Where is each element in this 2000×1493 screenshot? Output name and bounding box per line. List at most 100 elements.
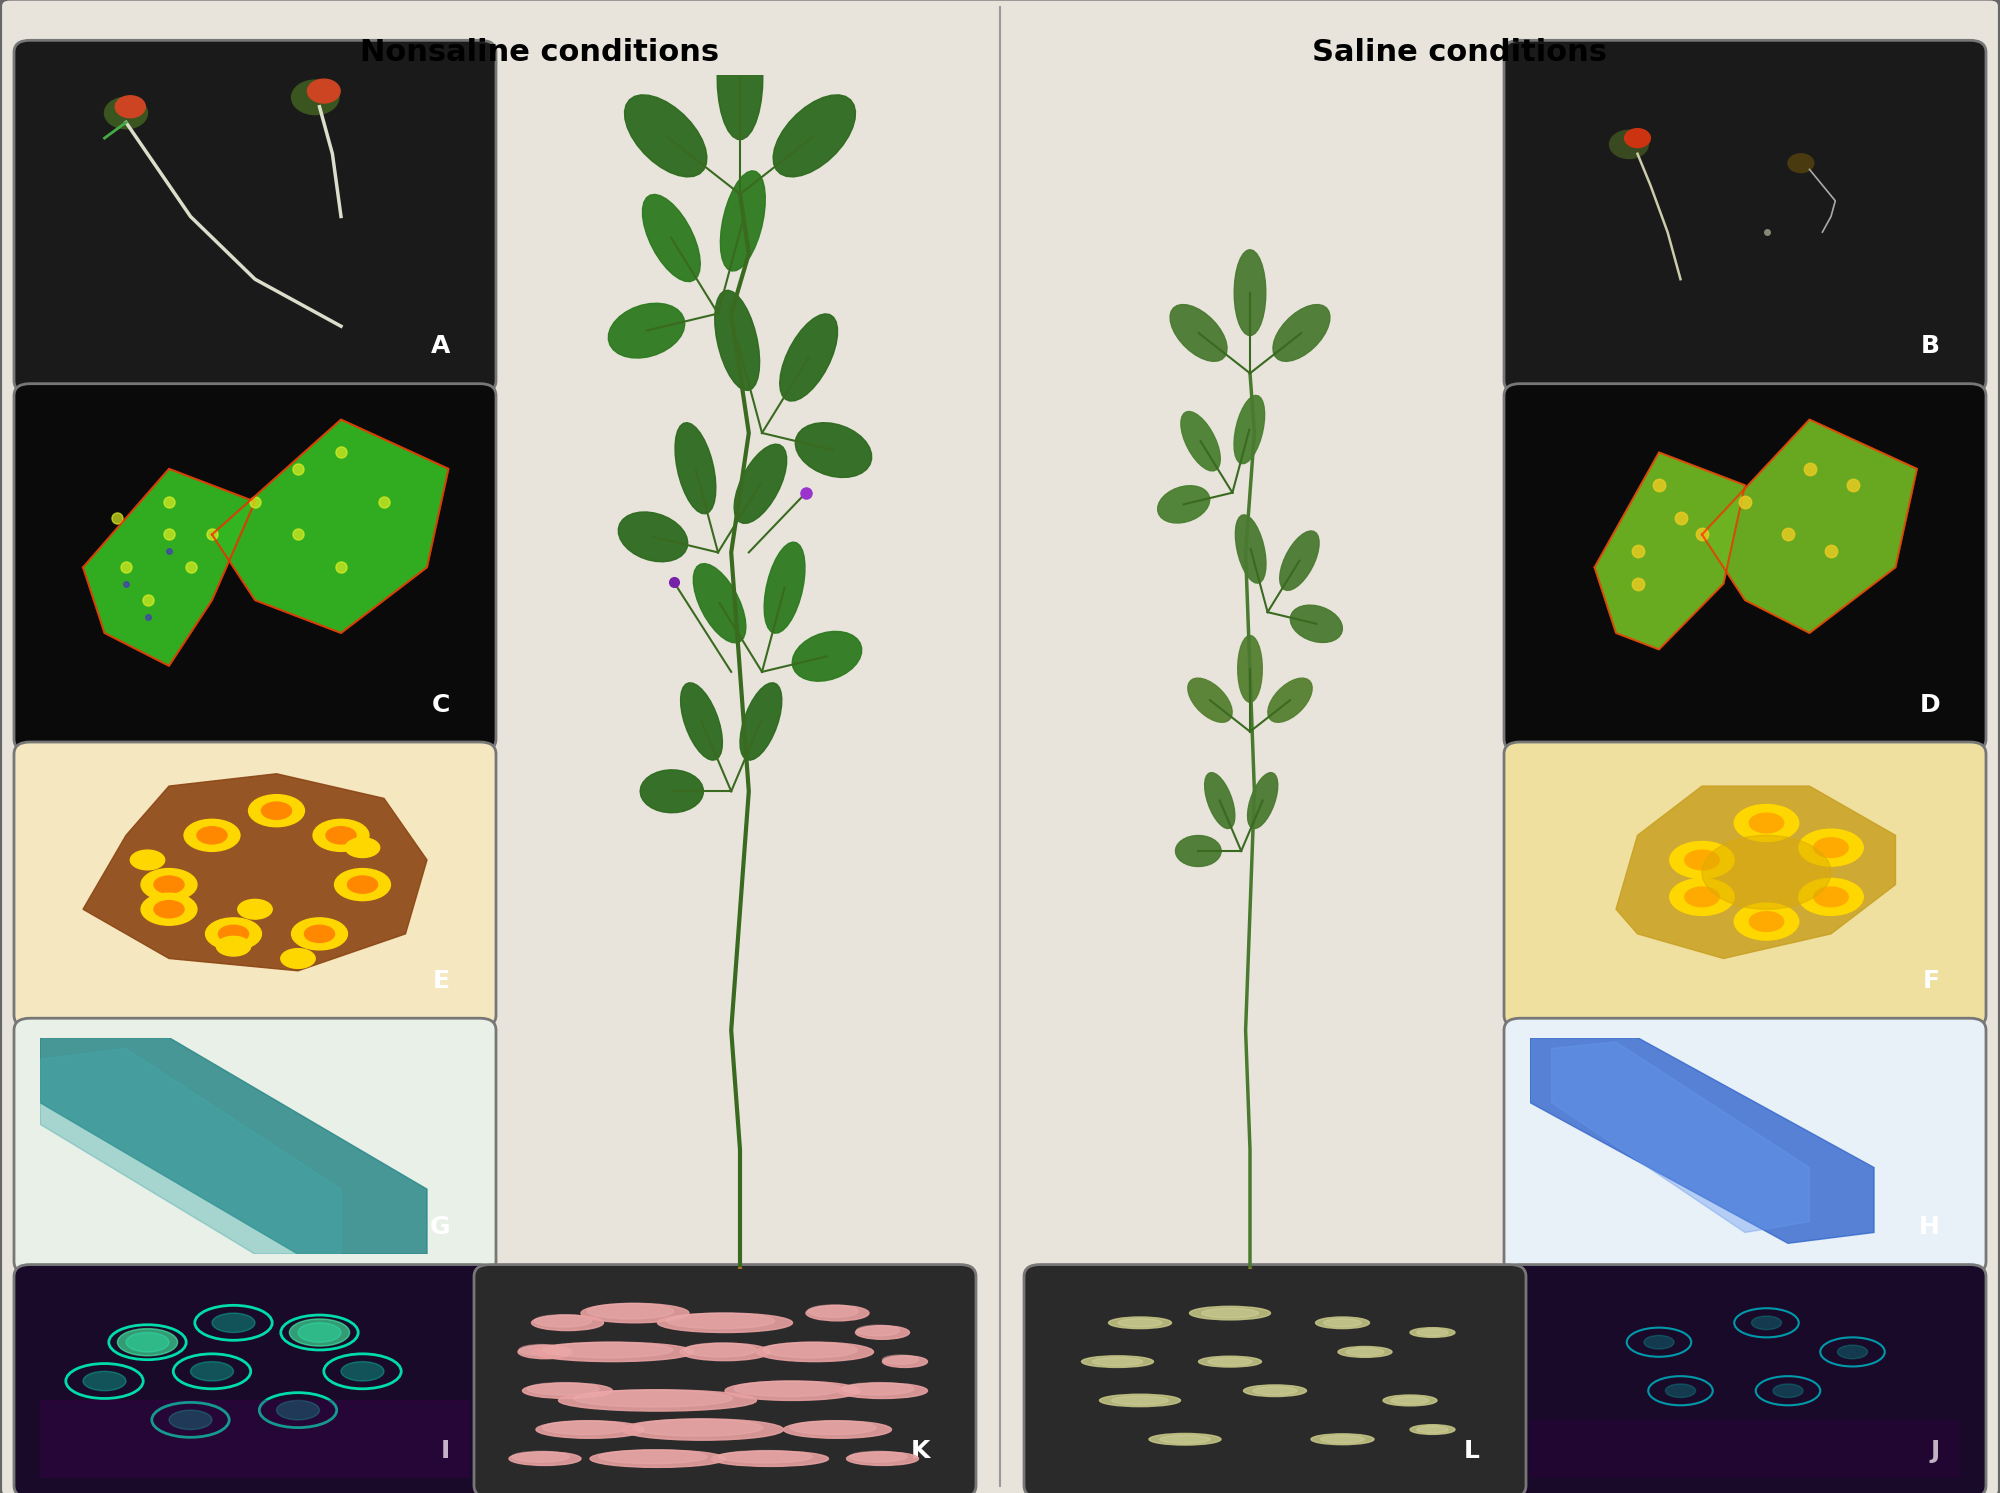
Ellipse shape bbox=[1198, 1356, 1262, 1368]
Polygon shape bbox=[1552, 1042, 1810, 1233]
Ellipse shape bbox=[1190, 1306, 1270, 1320]
Circle shape bbox=[1750, 814, 1784, 833]
Ellipse shape bbox=[1202, 1308, 1258, 1318]
FancyBboxPatch shape bbox=[1504, 40, 1986, 393]
Polygon shape bbox=[40, 1038, 428, 1254]
Circle shape bbox=[126, 1332, 168, 1353]
Circle shape bbox=[116, 96, 146, 118]
Polygon shape bbox=[84, 469, 256, 666]
Ellipse shape bbox=[1160, 1435, 1210, 1444]
FancyBboxPatch shape bbox=[1504, 1265, 1986, 1493]
Circle shape bbox=[1670, 842, 1734, 878]
Polygon shape bbox=[1530, 1038, 1874, 1244]
Ellipse shape bbox=[846, 1451, 918, 1466]
Circle shape bbox=[142, 893, 196, 926]
Circle shape bbox=[1684, 850, 1720, 870]
Polygon shape bbox=[1272, 305, 1330, 361]
Polygon shape bbox=[84, 469, 256, 666]
Ellipse shape bbox=[1416, 1426, 1448, 1433]
Ellipse shape bbox=[1108, 1317, 1172, 1329]
Circle shape bbox=[206, 918, 262, 950]
Ellipse shape bbox=[522, 1383, 612, 1399]
Ellipse shape bbox=[1118, 1318, 1162, 1327]
Ellipse shape bbox=[558, 1390, 756, 1411]
Ellipse shape bbox=[684, 1344, 756, 1357]
Text: D: D bbox=[1920, 693, 1940, 717]
Ellipse shape bbox=[634, 1418, 762, 1436]
Polygon shape bbox=[796, 423, 872, 478]
Ellipse shape bbox=[536, 1421, 644, 1438]
Ellipse shape bbox=[532, 1315, 604, 1330]
Polygon shape bbox=[1290, 605, 1342, 642]
Ellipse shape bbox=[808, 1305, 858, 1317]
Ellipse shape bbox=[590, 1450, 724, 1468]
Polygon shape bbox=[792, 632, 862, 681]
Polygon shape bbox=[1234, 249, 1266, 336]
Circle shape bbox=[1666, 1384, 1696, 1397]
Circle shape bbox=[1814, 887, 1848, 906]
Ellipse shape bbox=[882, 1356, 918, 1365]
Ellipse shape bbox=[850, 1451, 906, 1462]
Ellipse shape bbox=[1082, 1356, 1154, 1368]
Ellipse shape bbox=[532, 1342, 694, 1362]
Ellipse shape bbox=[1252, 1387, 1298, 1394]
Circle shape bbox=[216, 936, 250, 956]
Polygon shape bbox=[718, 15, 762, 139]
Ellipse shape bbox=[518, 1345, 572, 1359]
Text: Saline conditions: Saline conditions bbox=[1312, 37, 1608, 67]
Ellipse shape bbox=[622, 1418, 784, 1441]
Ellipse shape bbox=[1278, 1472, 1292, 1484]
Ellipse shape bbox=[718, 1451, 812, 1463]
Ellipse shape bbox=[1244, 1386, 1306, 1396]
Circle shape bbox=[290, 1318, 350, 1347]
Polygon shape bbox=[1238, 636, 1262, 702]
Polygon shape bbox=[1248, 773, 1278, 829]
Ellipse shape bbox=[542, 1421, 628, 1435]
Text: H: H bbox=[1920, 1215, 1940, 1239]
Ellipse shape bbox=[1316, 1317, 1370, 1329]
Polygon shape bbox=[624, 96, 706, 176]
FancyBboxPatch shape bbox=[14, 384, 496, 751]
FancyBboxPatch shape bbox=[1024, 1265, 1526, 1493]
Circle shape bbox=[1734, 805, 1798, 842]
Ellipse shape bbox=[1416, 1329, 1448, 1336]
Ellipse shape bbox=[1392, 1396, 1428, 1405]
FancyBboxPatch shape bbox=[14, 40, 496, 393]
FancyBboxPatch shape bbox=[1504, 742, 1986, 1027]
Circle shape bbox=[154, 900, 184, 918]
Ellipse shape bbox=[588, 1303, 674, 1318]
Ellipse shape bbox=[574, 1390, 732, 1406]
Circle shape bbox=[1684, 887, 1720, 906]
Ellipse shape bbox=[534, 1315, 592, 1327]
Circle shape bbox=[340, 1362, 384, 1381]
Polygon shape bbox=[694, 563, 746, 643]
Circle shape bbox=[1734, 903, 1798, 941]
Ellipse shape bbox=[856, 1326, 910, 1339]
Polygon shape bbox=[1204, 773, 1234, 829]
Ellipse shape bbox=[712, 1451, 828, 1466]
Ellipse shape bbox=[1100, 1394, 1180, 1406]
Polygon shape bbox=[740, 682, 782, 760]
Ellipse shape bbox=[544, 1342, 672, 1357]
Circle shape bbox=[196, 827, 228, 844]
Ellipse shape bbox=[1112, 1396, 1168, 1405]
Circle shape bbox=[334, 869, 390, 900]
Polygon shape bbox=[734, 443, 786, 524]
Polygon shape bbox=[1236, 515, 1266, 584]
Ellipse shape bbox=[756, 1342, 874, 1362]
Ellipse shape bbox=[1324, 1318, 1362, 1327]
Circle shape bbox=[1702, 836, 1832, 909]
Ellipse shape bbox=[806, 1305, 868, 1321]
Ellipse shape bbox=[784, 1421, 892, 1438]
Polygon shape bbox=[1702, 420, 1916, 633]
FancyBboxPatch shape bbox=[14, 742, 496, 1027]
Polygon shape bbox=[780, 314, 838, 402]
Polygon shape bbox=[212, 420, 448, 633]
Ellipse shape bbox=[680, 1344, 770, 1360]
Ellipse shape bbox=[1208, 1357, 1252, 1366]
Ellipse shape bbox=[1346, 1348, 1384, 1356]
Ellipse shape bbox=[1148, 1433, 1220, 1445]
Circle shape bbox=[276, 1400, 320, 1420]
Ellipse shape bbox=[666, 1314, 774, 1329]
Circle shape bbox=[1772, 1384, 1804, 1397]
